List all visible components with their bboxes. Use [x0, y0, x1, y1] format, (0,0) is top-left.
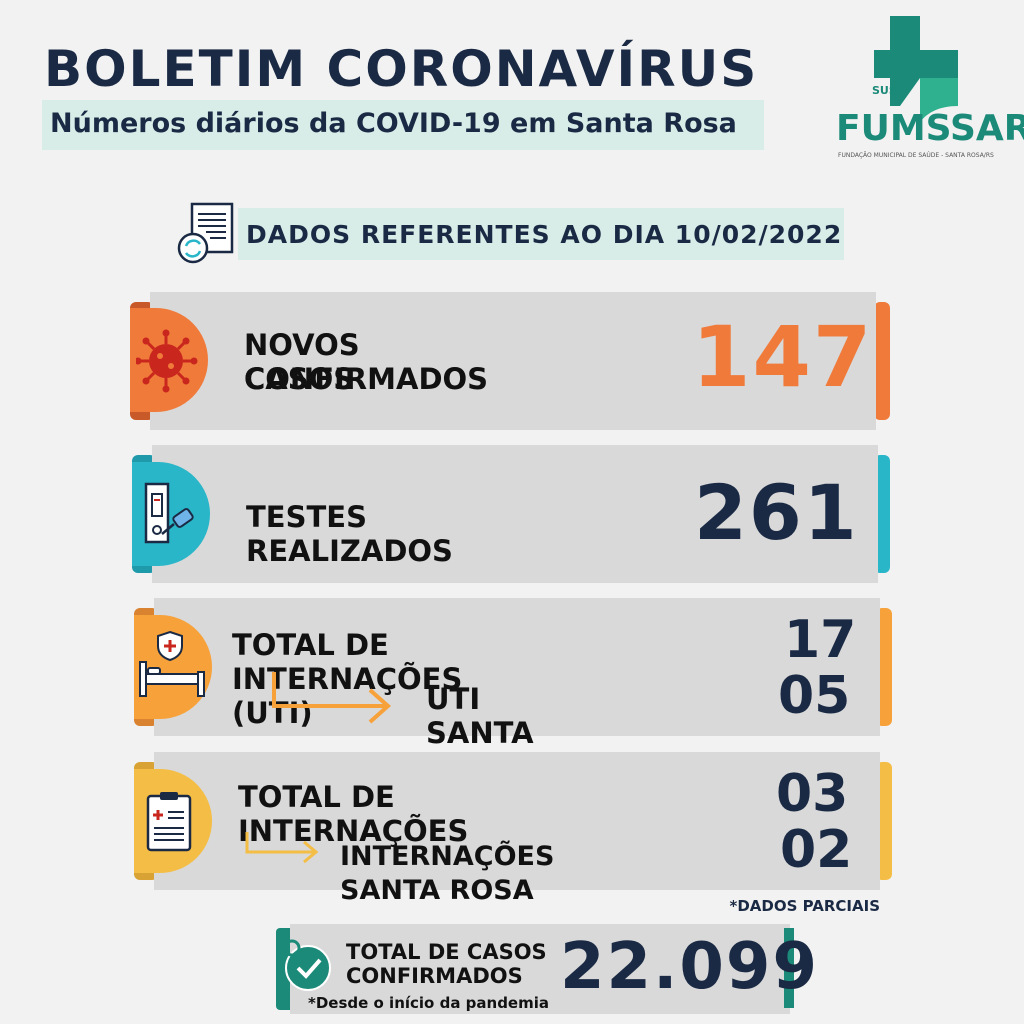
fumssar-cross-logo-icon — [874, 16, 958, 122]
card-background — [150, 292, 876, 430]
card-label: TOTAL DE INTERNAÇÕES (UTI) — [232, 628, 463, 730]
card-background — [154, 598, 880, 736]
card-label-line1: NOVOS CASOS — [244, 328, 360, 396]
total-note: *Desde o início da pandemia — [308, 994, 550, 1012]
arrow-right-icon — [272, 672, 392, 724]
hospital-total-value: 03 — [776, 764, 849, 824]
total-label-line2: CONFIRMADOS — [346, 964, 523, 988]
logo-sus-text: SUS — [872, 84, 897, 97]
total-label-line1: TOTAL DE CASOS — [346, 940, 547, 964]
arrow-right-icon — [245, 832, 319, 864]
page-title: BOLETIM CORONAVÍRUS — [44, 40, 759, 98]
total-accent — [784, 928, 794, 1008]
subtitle-highlight — [42, 100, 764, 150]
hospital-bed-icon — [139, 630, 205, 697]
test-kit-icon — [144, 482, 194, 544]
date-banner-text: DADOS REFERENTES AO DIA 10/02/2022 — [246, 220, 843, 249]
card-accent — [874, 302, 890, 420]
card-sub-label: INTERNAÇÕES SANTA ROSA — [340, 841, 555, 906]
page-subtitle: Números diários da COVID-19 em Santa Ros… — [50, 108, 737, 139]
clipboard-icon — [146, 792, 192, 852]
icu-santa-rosa-value: 05 — [778, 666, 851, 726]
new-cases-value: 147 — [692, 308, 874, 406]
check-badge-icon — [283, 939, 331, 991]
partial-data-note: *DADOS PARCIAIS — [729, 897, 881, 915]
logo-name: FUMSSAR — [836, 108, 1024, 149]
card-label: TESTES REALIZADOS — [246, 500, 453, 568]
date-banner — [238, 208, 844, 260]
card-label: TOTAL DE INTERNAÇÕES — [238, 780, 469, 848]
total-background — [290, 924, 790, 1014]
icu-total-value: 17 — [784, 610, 857, 670]
card-accent — [876, 608, 892, 726]
virus-icon — [136, 329, 198, 393]
card-accent — [876, 762, 892, 880]
hospital-santa-rosa-value: 02 — [780, 820, 853, 880]
card-label-line2: CONFIRMADOS — [244, 362, 489, 396]
tests-value: 261 — [694, 468, 859, 557]
logo-subtitle: FUNDAÇÃO MUNICIPAL DE SAÚDE - SANTA ROSA… — [838, 152, 994, 159]
card-accent — [874, 455, 890, 573]
card-background — [152, 445, 878, 583]
document-refresh-icon — [177, 202, 234, 264]
total-cases-value: 22.099 — [560, 930, 819, 1004]
card-background — [154, 752, 880, 890]
